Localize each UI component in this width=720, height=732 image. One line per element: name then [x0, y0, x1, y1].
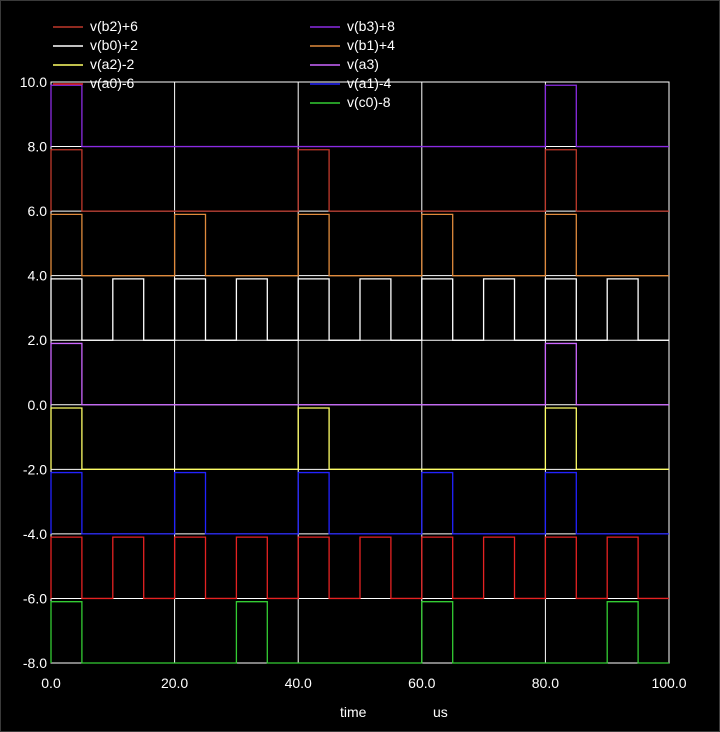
legend-entry: v(c0)-8	[347, 94, 391, 110]
series-line-v-a1-4	[50, 471, 669, 535]
series-line-v-b2-6	[50, 149, 669, 212]
series-line-v-a0-6	[50, 536, 669, 600]
x-axis-label: time	[340, 704, 367, 720]
y-tick-label: 2.0	[28, 332, 48, 348]
legend-entry: v(a0)-6	[90, 75, 135, 91]
series-line-v-a2-2	[50, 407, 669, 470]
legend-entry: v(b2)+6	[90, 18, 138, 34]
y-tick-label: -4.0	[23, 526, 47, 542]
y-tick-label: 0.0	[28, 397, 48, 413]
x-tick-label: 0.0	[41, 675, 61, 691]
x-tick-label: 80.0	[532, 675, 559, 691]
y-tick-label: 10.0	[20, 74, 47, 90]
legend-entry: v(b3)+8	[347, 18, 395, 34]
x-tick-label: 100.0	[651, 675, 686, 691]
y-tick-label: -2.0	[23, 461, 47, 477]
series-line-v-a3	[50, 342, 669, 406]
y-tick-label: 4.0	[28, 268, 48, 284]
legend-entry: v(a3)	[347, 56, 379, 72]
y-tick-label: -8.0	[23, 655, 47, 671]
x-tick-labels: 0.0 20.0 40.0 60.0 80.0 100.0	[41, 675, 686, 691]
y-tick-label: -6.0	[23, 590, 47, 606]
series-line-v-b3-8	[50, 84, 669, 148]
y-tick-label: 6.0	[28, 203, 48, 219]
x-tick-label: 20.0	[161, 675, 188, 691]
legend-entry: v(b0)+2	[90, 37, 138, 53]
legend-entry: v(a1)-4	[347, 75, 392, 91]
y-tick-label: 8.0	[28, 139, 48, 155]
legend-entry: v(a2)-2	[90, 56, 135, 72]
y-tick-labels: 10.0 8.0 6.0 4.0 2.0 0.0 -2.0 -4.0 -6.0 -8.0	[20, 74, 47, 671]
series-group	[50, 84, 669, 664]
series-line-v-c0-8	[50, 601, 669, 664]
legend: v(b2)+6 v(b0)+2 v(a2)-2 v(a0)-6 v(b3)+8 v(b1)…	[53, 18, 395, 110]
x-tick-label: 40.0	[285, 675, 312, 691]
series-line-v-b0-2	[50, 278, 669, 341]
x-tick-label: 60.0	[408, 675, 435, 691]
x-axis-unit: us	[433, 704, 448, 720]
legend-entry: v(b1)+4	[347, 37, 395, 53]
series-line-v-b1-4	[50, 213, 669, 277]
